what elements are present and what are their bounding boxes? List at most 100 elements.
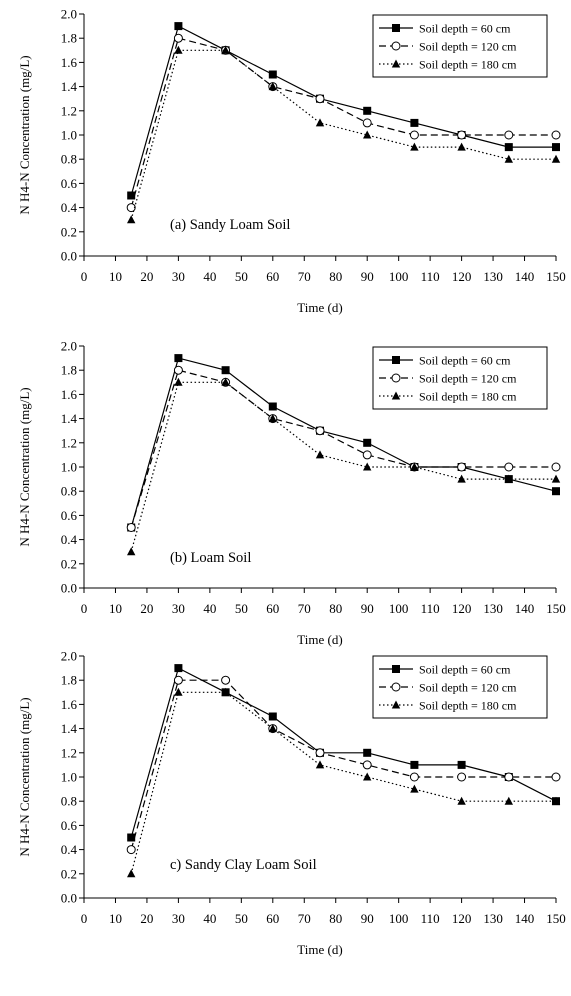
y-tick-label: 1.6 (61, 55, 78, 70)
data-point (221, 675, 231, 685)
x-tick-label: 150 (546, 911, 566, 926)
data-point (221, 377, 230, 386)
y-tick-label: 1.0 (61, 128, 77, 143)
data-point (504, 143, 513, 152)
x-tick-label: 140 (515, 601, 535, 616)
data-point (315, 450, 325, 459)
legend-marker (392, 24, 400, 32)
y-tick-label: 0.8 (61, 484, 77, 499)
data-point (362, 118, 372, 128)
data-point (173, 675, 183, 685)
legend-entry: Soil depth = 180 cm (419, 699, 517, 713)
series-line-3 (130, 691, 556, 874)
data-point (551, 130, 561, 140)
x-tick-label: 60 (266, 269, 279, 284)
data-point (268, 712, 277, 721)
data-point (362, 450, 372, 460)
data-point (457, 462, 467, 472)
y-axis-label: N H4-N Concentration (mg/L) (17, 55, 32, 214)
legend-entry: Soil depth = 60 cm (419, 22, 511, 36)
y-axis-label: N H4-N Concentration (mg/L) (17, 387, 32, 546)
data-point (457, 772, 467, 782)
y-tick-label: 0.2 (61, 224, 77, 239)
y-tick-label: 0.6 (61, 818, 78, 833)
data-point (410, 118, 419, 127)
legend: Soil depth = 60 cm Soil depth = 120 cm Soi… (372, 655, 548, 719)
legend-entry: Soil depth = 180 cm (419, 58, 517, 72)
y-tick-label: 1.4 (61, 411, 78, 426)
legend-marker (391, 59, 401, 68)
y-tick-label: 1.4 (61, 79, 78, 94)
x-axis-label: Time (d) (297, 300, 342, 315)
x-tick-label: 50 (235, 269, 248, 284)
data-point (410, 784, 419, 793)
y-tick-label: 1.6 (61, 387, 78, 402)
series-line-2 (130, 37, 556, 208)
data-point (504, 474, 513, 483)
data-point (409, 772, 419, 782)
x-tick-label: 90 (361, 911, 374, 926)
series-line-1 (130, 357, 557, 528)
data-point (410, 760, 419, 769)
x-tick-label: 70 (298, 269, 311, 284)
series-line-2 (130, 679, 556, 850)
legend-marker (391, 391, 401, 400)
y-tick-label: 0.2 (61, 866, 77, 881)
x-tick-label: 130 (483, 269, 503, 284)
x-tick-label: 20 (140, 269, 153, 284)
y-tick-label: 0.0 (61, 581, 77, 596)
legend: Soil depth = 60 cm Soil depth = 120 cm Soi… (372, 346, 548, 410)
legend-marker (391, 41, 401, 51)
y-tick-label: 0.6 (61, 508, 78, 523)
data-point (551, 796, 561, 805)
y-tick-label: 1.2 (61, 745, 77, 760)
data-point (315, 118, 325, 127)
data-point (268, 82, 277, 91)
data-point (363, 106, 372, 115)
data-point (552, 487, 560, 496)
data-point (127, 215, 136, 224)
legend-marker (391, 373, 401, 383)
x-tick-label: 140 (515, 911, 535, 926)
chart-panel-c: 0.0 0.2 0.4 0.6 0.8 1.0 1.2 1.4 1.6 1.8 2.0 0 10 20 30… (17, 649, 566, 958)
x-axis-label: Time (d) (297, 942, 342, 957)
data-point (457, 474, 466, 483)
panel-annotation: (b) Loam Soil (170, 550, 251, 566)
series-line-1 (130, 25, 556, 196)
x-tick-label: 0 (81, 601, 88, 616)
data-point (551, 772, 561, 782)
panel-annotation: c) Sandy Clay Loam Soil (170, 857, 317, 873)
chart-panel-a: 0.0 0.2 0.4 0.6 0.8 1.0 1.2 1.4 1.6 1.8 2.0 0 10 20 30… (17, 7, 566, 316)
x-tick-label: 110 (421, 269, 440, 284)
data-point (551, 154, 561, 163)
y-tick-label: 1.2 (61, 435, 77, 450)
data-point (126, 523, 136, 532)
x-tick-label: 80 (329, 269, 342, 284)
x-tick-label: 30 (172, 601, 185, 616)
x-tick-label: 50 (235, 601, 248, 616)
legend-entry: Soil depth = 60 cm (419, 663, 511, 677)
y-tick-label: 0.6 (61, 176, 78, 191)
legend-entry: Soil depth = 120 cm (419, 40, 517, 54)
y-tick-label: 1.8 (61, 363, 77, 378)
y-tick-label: 1.6 (61, 697, 78, 712)
data-point (315, 426, 325, 436)
x-tick-label: 10 (109, 911, 122, 926)
legend-marker (391, 682, 401, 692)
data-point (221, 366, 230, 375)
data-point (174, 45, 183, 54)
data-point (268, 70, 277, 79)
data-point (174, 664, 183, 673)
x-tick-label: 40 (203, 601, 216, 616)
x-tick-label: 60 (266, 911, 279, 926)
data-point (457, 760, 466, 769)
x-axis-label: Time (d) (297, 632, 342, 647)
legend-entry: Soil depth = 60 cm (419, 354, 511, 368)
data-point (363, 748, 372, 757)
y-axis-label: N H4-N Concentration (mg/L) (17, 697, 32, 856)
y-tick-label: 0.0 (61, 891, 77, 906)
data-point (126, 203, 136, 213)
chart-panel-b: 0.0 0.2 0.4 0.6 0.8 1.0 1.2 1.4 1.6 1.8 2.0 0 10 20 30… (17, 339, 566, 648)
y-tick-label: 2.0 (61, 7, 77, 22)
data-point (173, 33, 183, 43)
